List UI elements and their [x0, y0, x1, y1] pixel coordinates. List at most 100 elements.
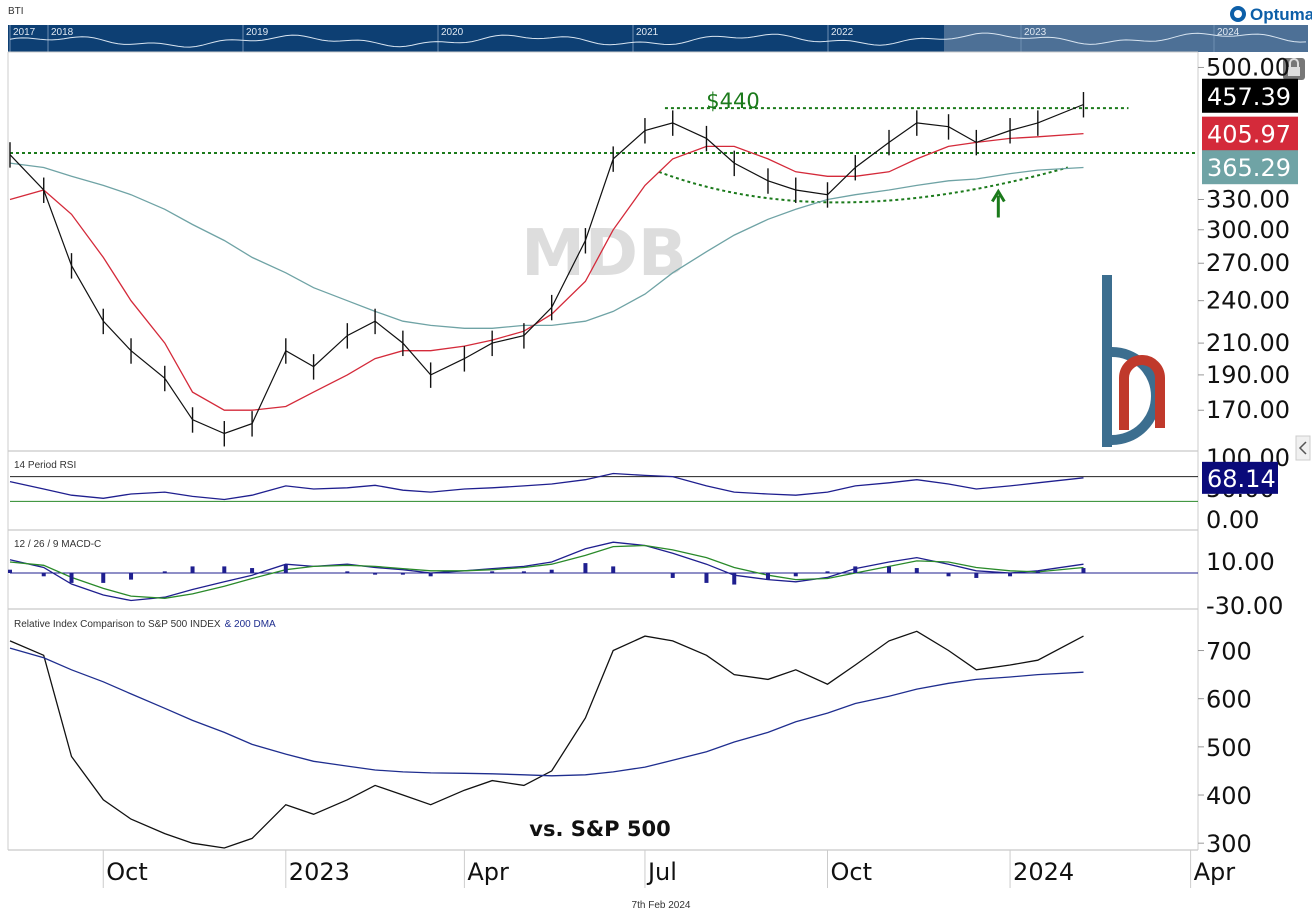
ma200-value-tag [1202, 150, 1298, 185]
macd-histogram-bar [400, 573, 405, 575]
footer-date: 7th Feb 2024 [632, 900, 691, 911]
up-arrow-icon [991, 188, 1006, 218]
macd-histogram-bar [250, 568, 255, 573]
relative-series [9, 630, 1084, 849]
price-tick-label: 210.00 [1206, 329, 1290, 357]
price-line [9, 103, 1084, 435]
lock-icon[interactable] [1283, 58, 1305, 80]
rsi-tick-label: 0.00 [1206, 506, 1259, 534]
panel-frames [7, 51, 1199, 851]
macd-histogram-bar [162, 571, 167, 573]
200-dma-series [9, 647, 1084, 777]
macd-histogram-bar [283, 564, 288, 573]
macd-histogram-bar [914, 568, 919, 573]
macd-histogram-bar [521, 571, 526, 573]
macd-histogram-bar [1008, 573, 1013, 577]
macd-histogram-bar [583, 563, 588, 573]
relative-tick-label: 600 [1206, 686, 1252, 714]
macd-histogram-bar [853, 566, 858, 573]
ma50-line [9, 132, 1084, 411]
macd-histogram-bar [373, 573, 378, 575]
macd-histogram-bar [670, 573, 675, 578]
macd-histogram-bar [345, 571, 350, 573]
ma200-value-tag-text: 365.29 [1207, 154, 1291, 182]
relative-tick-label: 700 [1206, 638, 1252, 666]
price-tick-label: 270.00 [1206, 249, 1290, 277]
date-tick-label: Apr [1194, 858, 1236, 886]
timeline-navigator[interactable]: 2017 2018 2019 2020 2021 2022 2023 2024 [8, 25, 1308, 52]
ma50-value-tag-text: 405.97 [1207, 121, 1291, 149]
date-tick-label: Oct [831, 858, 873, 886]
relative-annotation: vs. S&P 500 [529, 817, 670, 841]
macd-histogram-bar [825, 571, 830, 573]
date-tick-label: 2023 [289, 858, 350, 886]
relative-tick-label: 500 [1206, 734, 1252, 762]
b-logo [1102, 275, 1165, 447]
navigator-year-label: 2018 [51, 27, 74, 38]
signal-series [9, 544, 1084, 599]
brand-name: Optuma [1250, 5, 1312, 24]
macd-histogram-bar [793, 573, 798, 577]
macd-histogram-bar [1081, 568, 1086, 573]
relative-tick-label: 400 [1206, 782, 1252, 810]
macd-histogram-bar [1035, 571, 1040, 573]
date-tick-label: Oct [106, 858, 147, 886]
navigator-year-label: 2022 [831, 27, 854, 38]
rsi-series [9, 472, 1084, 501]
relative-title-main: Relative Index Comparison to S&P 500 IND… [14, 619, 221, 630]
last-price-tag-text: 457.39 [1207, 83, 1291, 111]
resistance-annotation: $440 [706, 89, 759, 113]
price-tick-label: 240.00 [1206, 287, 1290, 315]
date-tick-label: Jul [646, 858, 677, 886]
price-tick-label: 190.00 [1206, 361, 1290, 389]
relative-panel: 700 600 500 400 300 [9, 630, 1252, 858]
navigator-year-label: 2020 [441, 27, 464, 38]
rsi-value-text: 68.14 [1207, 465, 1276, 493]
scroll-left-arrow[interactable] [1295, 435, 1311, 461]
navigator-price-line [9, 32, 1307, 48]
navigator-future[interactable] [944, 25, 1308, 52]
macd-histogram-bar [69, 573, 74, 583]
macd-histogram-bar [549, 569, 554, 573]
navigator-year-label: 2024 [1217, 27, 1240, 38]
relative-title-suffix: & 200 DMA [225, 619, 276, 630]
price-tick-label: 500.00 [1206, 53, 1290, 81]
macd-tick-label: -30.00 [1206, 592, 1283, 620]
ma50-value-tag [1202, 116, 1298, 151]
relative-title: Relative Index Comparison to S&P 500 IND… [14, 619, 276, 630]
date-tick-label: Apr [467, 858, 509, 886]
macd-histogram-bar [41, 573, 46, 577]
macd-histogram-bar [428, 573, 433, 577]
navigator-year-label: 2023 [1024, 27, 1047, 38]
price-panel [9, 92, 1198, 447]
ma200-line [9, 162, 1084, 329]
macd-histogram-bar [611, 566, 616, 573]
macd-histogram-bar [190, 566, 195, 573]
navigator-year-label: 2017 [13, 27, 36, 38]
macd-title: 12 / 26 / 9 MACD-C [14, 539, 101, 550]
price-tick-label: 330.00 [1206, 185, 1290, 213]
macd-histogram-bar [704, 573, 709, 583]
rsi-title: 14 Period RSI [14, 460, 76, 471]
macd-histogram-bar [101, 573, 106, 583]
macd-tick-label: 10.00 [1206, 548, 1275, 576]
relative-tick-label: 300 [1206, 830, 1252, 858]
rsi-value-tag [1202, 461, 1278, 494]
macd-histogram-bar [732, 573, 737, 585]
cup-pattern-arc [658, 166, 1069, 204]
macd-histogram-bar [222, 566, 227, 573]
macd-histogram-bar [974, 573, 979, 578]
optuma-logo: Optuma [1230, 5, 1312, 24]
macd-histogram-bar [129, 573, 134, 580]
symbol-watermark: MDB [521, 217, 687, 291]
last-price-tag [1202, 78, 1298, 113]
macd-histogram-bar [887, 566, 892, 573]
symbol-label: BTI [8, 6, 24, 17]
macd-histogram-bar [490, 571, 495, 573]
navigator-selected[interactable] [8, 25, 944, 52]
price-tick-label: 300.00 [1206, 216, 1290, 244]
navigator-year-label: 2021 [636, 27, 659, 38]
